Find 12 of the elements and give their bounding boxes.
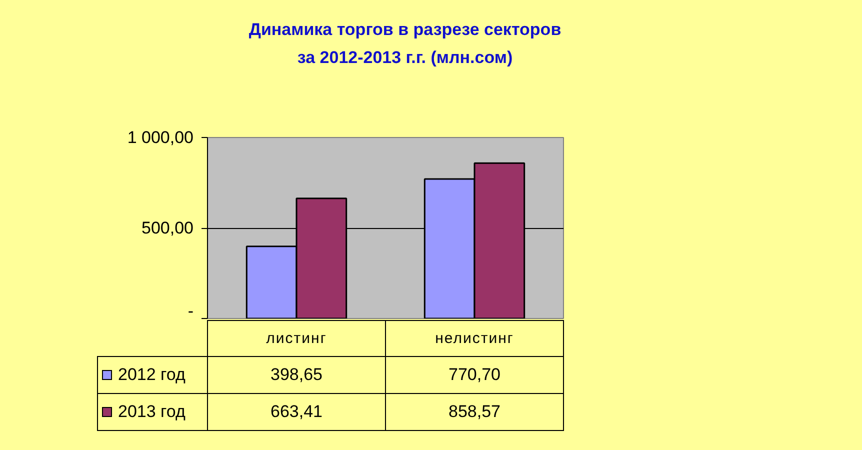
data-label: 858,57 — [386, 394, 564, 430]
chart-title: Динамика торгов в разрезе секторов за 2012-2013 г.г. (млн.сом) — [248, 19, 562, 69]
y-tick-label: 500,00 — [142, 218, 194, 238]
legend-label: 2013 год — [98, 394, 208, 430]
data-label: 398,65 — [208, 356, 386, 394]
x-tick-label: листинг — [208, 320, 386, 356]
y-tick-label: - — [188, 302, 194, 320]
x-tick-label: нелистинг — [386, 320, 564, 356]
data-label: 663,41 — [208, 394, 386, 430]
legend-label: 2012 год — [98, 356, 208, 394]
data-label: 770,70 — [386, 356, 564, 394]
y-tick-label: 1 000,00 — [127, 128, 194, 147]
